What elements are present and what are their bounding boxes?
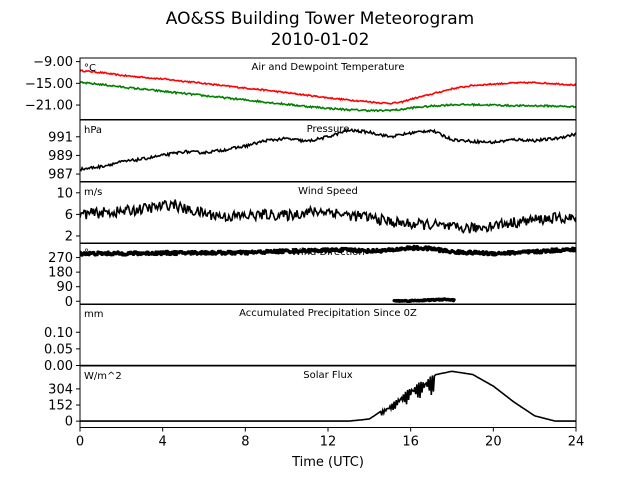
panel-4-series-1 [80, 244, 576, 257]
y-tick-label: 304 [48, 382, 73, 397]
y-tick-label: 0.10 [44, 326, 73, 341]
panel-3-series-1 [80, 199, 576, 234]
panel-5-title: Accumulated Precipitation Since 0Z [239, 308, 417, 319]
x-tick-label: 8 [241, 435, 249, 450]
y-tick-label: 0 [65, 295, 73, 310]
panel-1-line [80, 69, 576, 105]
panel-4-series-2 [392, 297, 456, 303]
panel-2-title: Pressure [307, 124, 350, 135]
y-tick-label: 6 [65, 208, 73, 223]
panels: −9.00 −15.00 −21.00 °C Air and Dewpoint Temp… [25, 55, 577, 430]
y-tick-label: 2 [65, 229, 73, 244]
panel-1: −9.00 −15.00 −21.00 °C Air and Dewpoint Temp… [25, 55, 577, 120]
y-tick-label: 0.00 [44, 359, 73, 374]
y-tick-label: 10 [56, 186, 73, 201]
x-axis-label: Time (UTC) [291, 455, 364, 470]
y-tick-label: 0 [65, 415, 73, 430]
y-tick-label: −15.00 [25, 77, 73, 92]
figure-title: AO&SS Building Tower Meteorogram [166, 9, 474, 29]
panel-4-point [95, 253, 99, 257]
x-axis: 0 4 8 12 16 20 24 [76, 427, 585, 450]
panel-5-unit: mm [84, 309, 103, 320]
panel-1-title: Air and Dewpoint Temperature [252, 62, 405, 73]
x-tick-label: 20 [485, 435, 502, 450]
panel-4-unit: ° [84, 248, 89, 259]
y-tick-label: −21.00 [25, 99, 73, 114]
y-tick-label: 90 [56, 280, 73, 295]
panel-6-series-1 [80, 370, 576, 422]
x-tick-label: 12 [320, 435, 337, 450]
panel-2-series-1 [80, 128, 576, 172]
panel-6-line [80, 370, 576, 422]
y-tick-label: 989 [48, 149, 73, 164]
panel-6-title: Solar Flux [303, 370, 353, 381]
y-tick-label: 991 [48, 130, 73, 145]
panel-2-line [80, 128, 576, 172]
panel-4-title: Wind Direction [291, 247, 365, 258]
figure-subtitle: 2010-01-02 [271, 30, 370, 50]
panel-1-unit: °C [84, 63, 96, 74]
panel-4-point [452, 298, 456, 302]
panel-2: 991 989 987 hPa Pressure [48, 119, 577, 183]
y-tick-label: 987 [48, 168, 73, 183]
x-tick-label: 16 [402, 435, 419, 450]
x-tick-label: 0 [76, 435, 84, 450]
panel-3-title: Wind Speed [298, 186, 358, 197]
y-tick-label: 180 [48, 266, 73, 281]
panel-1-line [80, 81, 576, 113]
y-tick-label: 152 [48, 399, 73, 414]
x-tick-label: 4 [159, 435, 167, 450]
panel-1-series-1 [80, 69, 576, 105]
panel-3: 10 6 2 m/s Wind Speed [56, 181, 577, 244]
y-tick-label: −9.00 [33, 55, 73, 70]
y-tick-label: 270 [48, 251, 73, 266]
panel-6-unit: W/m^2 [84, 371, 122, 382]
panel-3-line [80, 199, 576, 234]
panel-5: 0.100.05 0.00 mm Accumulated Precipitation … [44, 303, 577, 374]
x-tick-label: 24 [568, 435, 585, 450]
panel-3-unit: m/s [84, 187, 102, 198]
panel-1-series-2 [80, 81, 576, 113]
panel-4-point [481, 250, 485, 254]
panel-2-unit: hPa [84, 125, 102, 136]
y-tick-label: 0.05 [44, 342, 73, 357]
